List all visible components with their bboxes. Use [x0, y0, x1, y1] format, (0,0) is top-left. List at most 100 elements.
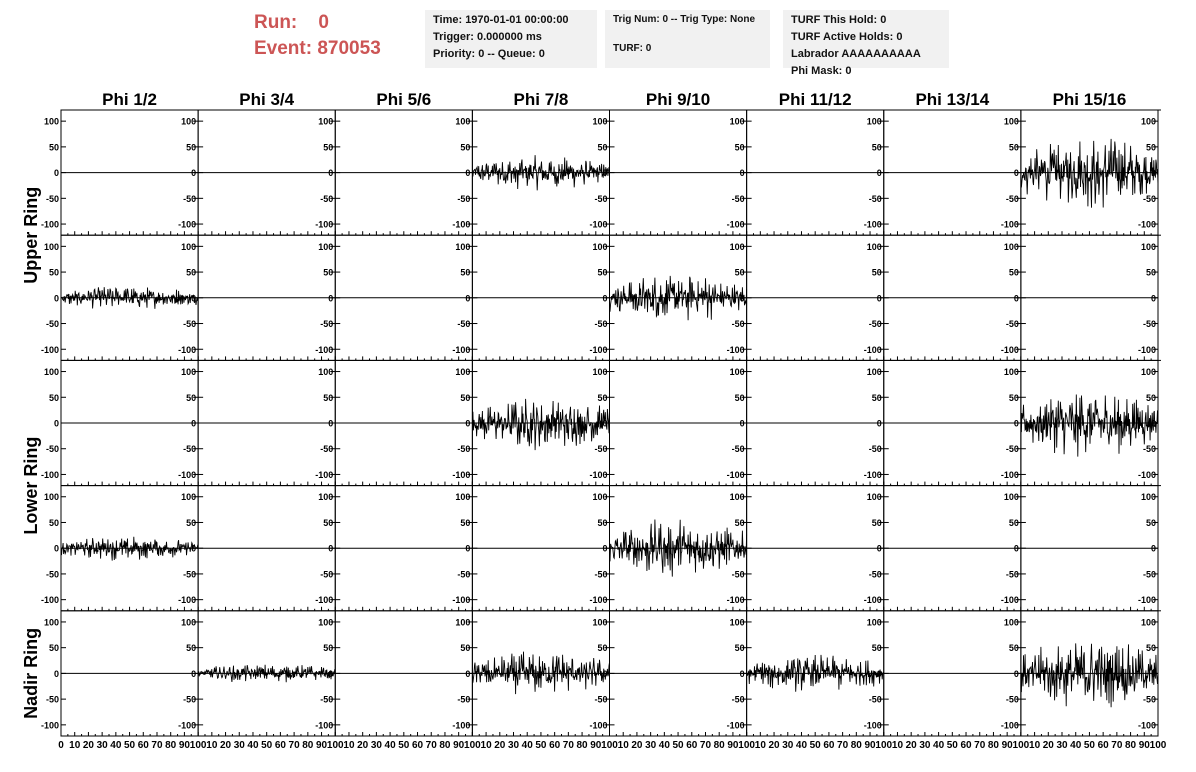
y-tick-label: 0 [54, 419, 59, 429]
y-tick-label: -50 [1143, 569, 1156, 579]
y-tick-label: -100 [41, 720, 59, 730]
y-tick-label: 0 [328, 544, 333, 554]
y-tick-label: -100 [178, 720, 196, 730]
y-tick-label: 100 [44, 492, 59, 502]
x-tick-label: 50 [673, 740, 685, 751]
x-tick-label: 30 [1056, 740, 1068, 751]
y-tick-label: -50 [732, 319, 745, 329]
x-tick-label: 60 [960, 740, 972, 751]
run-event-info: Run: 0 Event: 870053 [254, 10, 381, 62]
x-tick-label: 60 [686, 740, 698, 751]
y-tick-label: -50 [183, 194, 196, 204]
y-tick-label: -50 [869, 319, 882, 329]
y-tick-label: -50 [46, 695, 59, 705]
event-value: 870053 [317, 38, 381, 59]
y-tick-label: 50 [1009, 643, 1019, 653]
x-tick-label: 10 [69, 740, 81, 751]
y-tick-label: 0 [191, 419, 196, 429]
x-tick-label: 20 [1043, 740, 1055, 751]
time-info-box: Time: 1970-01-01 00:00:00 Trigger: 0.000… [425, 10, 597, 68]
x-tick-label: 10 [1029, 740, 1041, 751]
y-tick-label: 100 [1004, 242, 1019, 252]
x-tick-label: 10 [206, 740, 218, 751]
y-tick-label: -50 [457, 194, 470, 204]
y-tick-label: 50 [735, 518, 745, 528]
y-tick-label: -100 [452, 470, 470, 480]
x-tick-label: 40 [522, 740, 534, 751]
x-tick-label: 80 [714, 740, 726, 751]
y-tick-label: 50 [186, 643, 196, 653]
y-tick-label: -50 [1006, 194, 1019, 204]
y-tick-label: -50 [1143, 695, 1156, 705]
ring-label: Nadir Ring [21, 628, 41, 719]
y-tick-label: -100 [178, 470, 196, 480]
time-text: Time: 1970-01-01 00:00:00 [433, 14, 569, 26]
x-tick-label: 100 [601, 740, 618, 751]
y-tick-label: -50 [732, 444, 745, 454]
y-tick-label: 0 [1014, 669, 1019, 679]
waveform-trace [197, 664, 336, 683]
y-tick-label: 100 [592, 117, 607, 127]
y-tick-label: -100 [178, 595, 196, 605]
y-tick-label: -50 [457, 444, 470, 454]
y-tick-label: 100 [1004, 117, 1019, 127]
y-tick-label: 0 [740, 544, 745, 554]
y-tick-label: 50 [460, 268, 470, 278]
y-tick-label: 0 [465, 168, 470, 178]
x-tick-label: 20 [906, 740, 918, 751]
y-tick-label: 100 [1141, 492, 1156, 502]
waveform-trace [60, 287, 199, 309]
y-tick-label: 0 [1014, 419, 1019, 429]
y-tick-label: -50 [46, 569, 59, 579]
y-tick-label: 100 [1141, 117, 1156, 127]
y-tick-label: 0 [328, 293, 333, 303]
y-tick-label: 0 [465, 293, 470, 303]
y-tick-label: -100 [315, 720, 333, 730]
y-tick-label: 100 [455, 117, 470, 127]
y-tick-label: -50 [594, 194, 607, 204]
x-tick-label: 30 [97, 740, 109, 751]
y-tick-label: -100 [864, 595, 882, 605]
x-tick-label: 30 [782, 740, 794, 751]
labrador-text: Labrador AAAAAAAAAA [791, 48, 921, 60]
y-tick-label: -100 [1138, 470, 1156, 480]
x-tick-label: 80 [439, 740, 451, 751]
x-tick-label: 100 [738, 740, 755, 751]
x-tick-label: 50 [261, 740, 273, 751]
y-tick-label: 50 [460, 518, 470, 528]
y-tick-label: 50 [597, 393, 607, 403]
waveform-trace [471, 398, 610, 451]
y-tick-label: 50 [872, 518, 882, 528]
event-label: Event: [254, 38, 313, 59]
x-tick-label: 40 [796, 740, 808, 751]
y-tick-label: 50 [1146, 518, 1156, 528]
y-tick-label: 50 [1146, 142, 1156, 152]
y-tick-label: 50 [872, 393, 882, 403]
x-tick-label: 0 [58, 740, 64, 751]
y-tick-label: 50 [49, 643, 59, 653]
y-tick-label: -100 [1001, 220, 1019, 230]
x-tick-label: 100 [464, 740, 481, 751]
y-tick-label: 0 [54, 168, 59, 178]
phi-mask-text: Phi Mask: 0 [791, 65, 852, 77]
y-tick-label: 100 [44, 367, 59, 377]
y-tick-label: -50 [594, 569, 607, 579]
x-tick-label: 10 [481, 740, 493, 751]
y-tick-label: -50 [594, 695, 607, 705]
y-tick-label: -50 [732, 194, 745, 204]
x-tick-label: 30 [919, 740, 931, 751]
y-tick-label: -50 [457, 569, 470, 579]
y-tick-label: -100 [452, 220, 470, 230]
y-tick-label: 100 [867, 367, 882, 377]
y-tick-label: 0 [877, 168, 882, 178]
x-tick-label: 70 [700, 740, 712, 751]
y-tick-label: 100 [867, 617, 882, 627]
y-tick-label: -100 [452, 720, 470, 730]
y-tick-label: -100 [315, 220, 333, 230]
y-tick-label: -50 [320, 569, 333, 579]
column-title: Phi 13/14 [915, 90, 989, 109]
y-tick-label: -50 [732, 695, 745, 705]
y-tick-label: -100 [1001, 345, 1019, 355]
x-tick-label: 10 [618, 740, 630, 751]
y-tick-label: -50 [46, 319, 59, 329]
